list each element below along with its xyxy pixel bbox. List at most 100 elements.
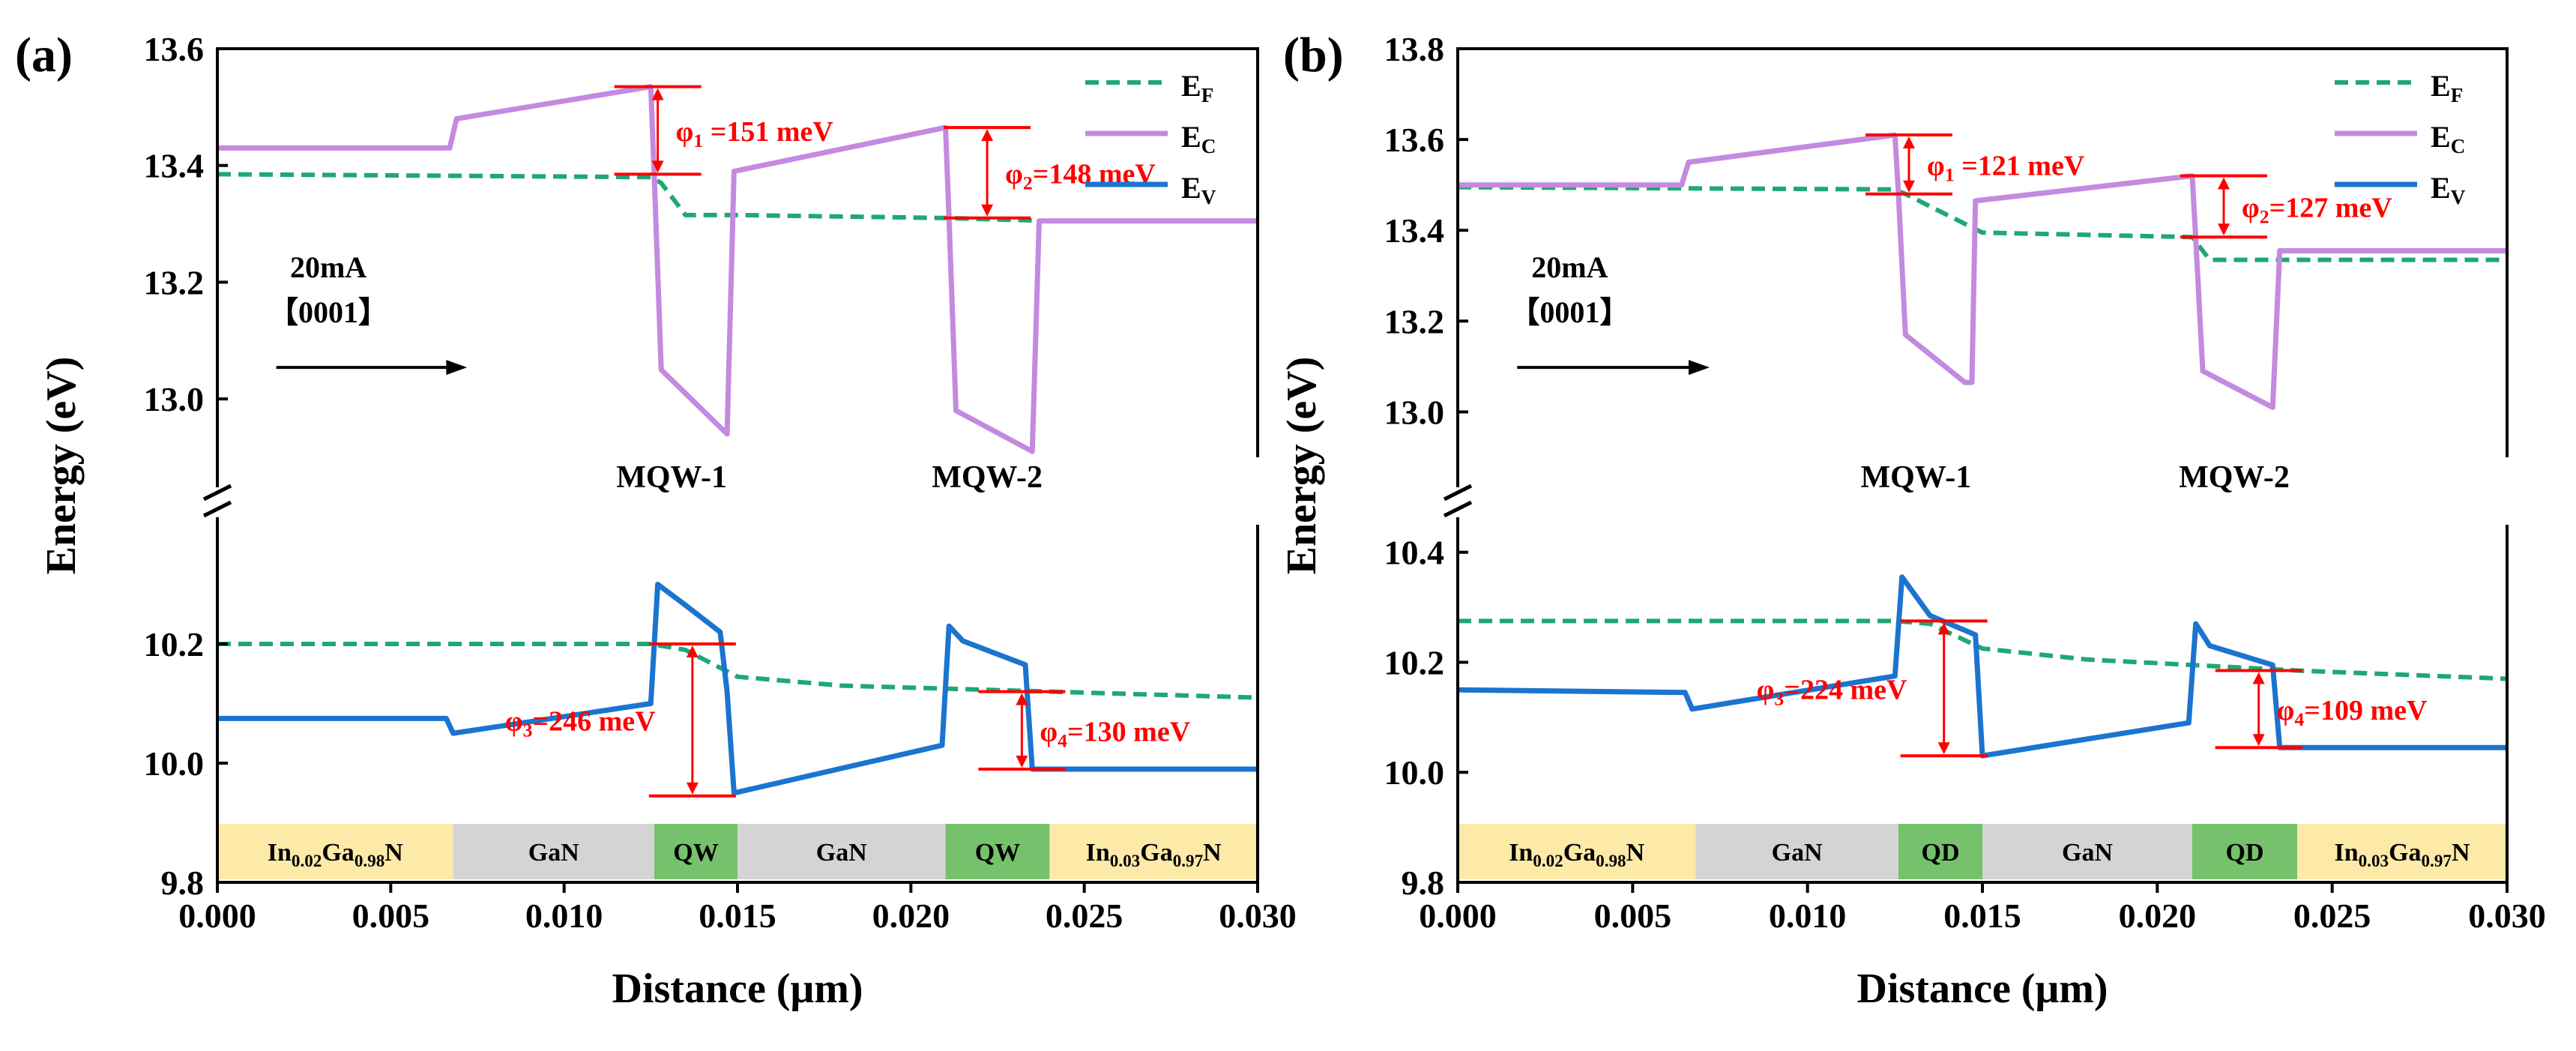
text-part: φ — [1927, 150, 1945, 181]
text-part: V — [1201, 186, 1216, 208]
axis-frame-upper — [216, 47, 1259, 487]
region-label: GaN — [1772, 839, 1823, 867]
legend-label-EF: EF — [2431, 69, 2463, 106]
text-part: In — [1086, 839, 1110, 867]
y-tick-label: 13.4 — [1384, 211, 1445, 250]
region-box — [654, 824, 737, 879]
region-label: GaN — [528, 839, 579, 867]
text-part: =127 meV — [2269, 192, 2393, 223]
barrier-arrow-head — [1937, 622, 1950, 635]
barrier-label: φ3=224 meV — [1757, 674, 1907, 709]
text-part: F — [1201, 84, 1214, 106]
y-tick-label: 10.0 — [1384, 753, 1445, 792]
y-tick-label: 13.2 — [1384, 302, 1445, 340]
region-box — [217, 824, 453, 879]
text-part: E — [2431, 69, 2451, 103]
barrier-label: φ2=148 meV — [1005, 158, 1156, 193]
text-part: E — [2431, 171, 2451, 205]
legend-label-EV: EV — [1181, 171, 1216, 208]
direction-arrow-head — [446, 360, 468, 376]
legend-label-EF: EF — [1181, 69, 1213, 106]
region-label: QW — [673, 839, 718, 867]
qw-label: MQW-2 — [932, 460, 1043, 495]
x-tick-label: 0.020 — [872, 897, 950, 935]
region-box — [945, 824, 1050, 879]
x-tick-label: 0.025 — [2293, 897, 2371, 935]
region-label: In0.03Ga0.97N — [2334, 839, 2470, 871]
x-tick-label: 0.010 — [525, 897, 603, 935]
region-label: In0.03Ga0.97N — [1086, 839, 1222, 871]
series-EV-lower — [217, 582, 1258, 796]
text-part: 1 — [693, 130, 703, 151]
direction-label: 【0001】 — [1509, 295, 1629, 329]
y-tick-label: 10.0 — [144, 744, 205, 783]
text-part: φ — [1757, 674, 1775, 705]
current-label: 20mA — [290, 250, 367, 284]
text-part: 2 — [2260, 205, 2269, 227]
text-part: V — [2451, 186, 2466, 208]
y-axis-title: Energy (eV) — [1279, 357, 1325, 575]
text-part: φ — [2242, 192, 2260, 223]
text-part: φ — [676, 116, 694, 148]
qw-label: MQW-2 — [2179, 460, 2290, 495]
text-part: =246 meV — [532, 705, 656, 737]
panel-label: (b) — [1283, 28, 1344, 82]
text-part: 0.97 — [2422, 852, 2452, 871]
text-part: 0.98 — [1596, 852, 1626, 871]
region-box — [2297, 824, 2507, 879]
barrier-arrow-head — [651, 160, 664, 173]
text-part: Ga — [1563, 839, 1596, 867]
text-part: Ga — [322, 839, 354, 867]
x-tick-label: 0.030 — [1219, 897, 1297, 935]
text-part: 4 — [1058, 729, 1067, 751]
qw-label: MQW-1 — [1860, 460, 1971, 495]
barrier-arrow-head — [651, 88, 664, 100]
text-part: 0.97 — [1173, 852, 1203, 871]
region-label: GaN — [816, 839, 867, 867]
text-part: φ — [505, 705, 523, 737]
y-tick-label: 13.2 — [144, 263, 205, 301]
barrier-label: φ4=130 meV — [1040, 716, 1190, 751]
series-EF-upper — [217, 172, 1258, 223]
text-part: E — [1181, 69, 1201, 103]
y-tick-label: 13.6 — [144, 30, 205, 68]
x-tick-label: 0.000 — [178, 897, 256, 935]
y-tick-label: 13.6 — [1384, 121, 1445, 159]
barrier-arrow-head — [981, 204, 994, 217]
text-part: Ga — [2389, 839, 2421, 867]
barrier-label: φ2=127 meV — [2242, 192, 2392, 227]
text-part: =130 meV — [1067, 716, 1191, 747]
x-tick-label: 0.015 — [1943, 897, 2021, 935]
text-part: In — [268, 839, 292, 867]
barrier-arrow-head — [1903, 180, 1915, 193]
y-tick-label: 10.2 — [1384, 643, 1445, 681]
text-part: In — [2334, 839, 2358, 867]
axis-break-mark — [1443, 500, 1473, 518]
barrier-arrow-head — [686, 782, 699, 795]
y-tick-label: 13.8 — [1384, 30, 1445, 68]
panel-label: (a) — [15, 28, 73, 82]
text-part: φ — [1005, 158, 1023, 190]
qw-label: MQW-1 — [616, 460, 727, 495]
text-part: In — [1509, 839, 1533, 867]
x-tick-label: 0.015 — [699, 897, 776, 935]
text-part: E — [1181, 171, 1201, 205]
region-box — [1458, 824, 1696, 879]
barrier-arrow-head — [1016, 693, 1028, 705]
barrier-label: φ1 =121 meV — [1927, 150, 2085, 185]
text-part: 0.03 — [2359, 852, 2389, 871]
legend-label-EV: EV — [2431, 171, 2466, 208]
x-tick-label: 0.030 — [2468, 897, 2546, 935]
y-tick-label: 9.8 — [1402, 864, 1445, 902]
series-EC-upper — [217, 84, 1258, 454]
barrier-label: φ3=246 meV — [505, 705, 656, 741]
region-box — [737, 824, 946, 879]
text-part: N — [2452, 839, 2470, 867]
text-part: 3 — [1774, 687, 1784, 709]
region-label: In0.02Ga0.98N — [268, 839, 403, 871]
direction-arrow-head — [1689, 360, 1710, 376]
region-box — [1049, 824, 1258, 879]
